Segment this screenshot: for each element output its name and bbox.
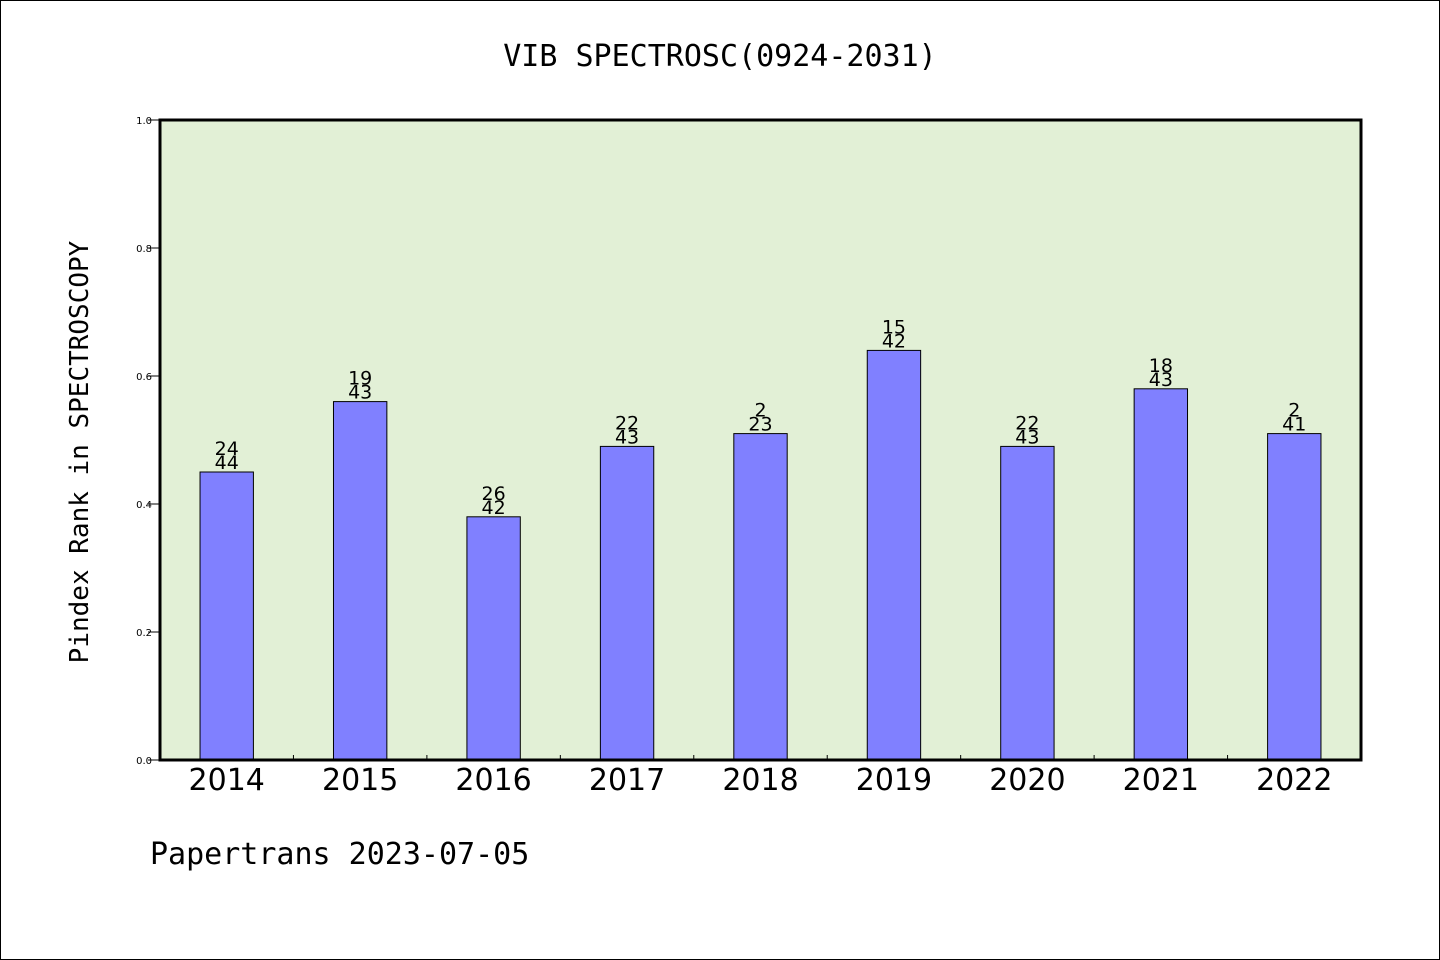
x-tick-label-2022: 2022 [1256, 763, 1332, 798]
bar-label-top-2016: 26 [482, 483, 506, 505]
bar-label-top-2019: 15 [882, 316, 906, 338]
bar-2021 [1133, 388, 1189, 761]
y-tick-label-1.0: 1.0 [136, 116, 152, 127]
y-tick-label-0.2: 0.2 [136, 628, 152, 639]
bar-2019 [866, 349, 922, 761]
bar-label-bottom-2017: 43 [615, 426, 639, 448]
x-tick-label-2014: 2014 [189, 763, 265, 798]
footer-date: Papertrans 2023-07-05 [150, 837, 529, 872]
bar-label-top-2020: 22 [1015, 412, 1039, 434]
chart-title: VIB SPECTROSC(0924-2031) [503, 39, 936, 74]
bar-label-bottom-2022: 41 [1282, 414, 1306, 436]
bars-group [199, 349, 1322, 761]
x-tick-label-2018: 2018 [722, 763, 798, 798]
bar-label-bottom-2019: 42 [882, 330, 906, 352]
bar-2015 [332, 401, 388, 761]
bar-label-bottom-2021: 43 [1149, 369, 1173, 391]
bar-2016 [466, 516, 521, 761]
x-tick-label-2021: 2021 [1123, 763, 1199, 798]
bar-label-bottom-2015: 43 [348, 382, 372, 404]
plot-border [158, 118, 1363, 762]
bar-2017 [599, 445, 655, 761]
bar-label-top-2017: 22 [615, 412, 639, 434]
x-tick-label-2016: 2016 [455, 763, 531, 798]
bar-label-bottom-2020: 43 [1015, 426, 1039, 448]
bar-2022 [1267, 433, 1322, 761]
bar-label-top-2018: 2 [754, 400, 766, 422]
bar-label-bottom-2018: 23 [748, 414, 772, 436]
x-tick-label-2020: 2020 [989, 763, 1065, 798]
y-axis-ticks: 0.0 0.2 0.4 0.6 0.8 1.0 [136, 116, 160, 767]
y-tick-label-0.4: 0.4 [136, 500, 152, 511]
y-axis-label: Pindex Rank in SPECTROSCOPY [65, 240, 95, 663]
bar-label-top-2014: 24 [215, 438, 239, 460]
bar-2014 [199, 471, 254, 761]
bar-2020 [1000, 445, 1055, 761]
bar-label-bottom-2016: 42 [482, 497, 506, 519]
bar-label-top-2022: 2 [1288, 400, 1300, 422]
bar-label-bottom-2014: 44 [215, 452, 239, 474]
y-tick-label-0.8: 0.8 [136, 244, 152, 255]
x-tick-label-2015: 2015 [322, 763, 398, 798]
x-axis-ticks: 2014 2015 2016 2017 2018 2019 2020 2021 2022 [189, 755, 1332, 798]
bar-label-top-2021: 18 [1149, 355, 1173, 377]
x-tick-label-2017: 2017 [589, 763, 665, 798]
y-tick-label-0.6: 0.6 [136, 372, 152, 383]
y-tick-label-0.0: 0.0 [136, 756, 152, 767]
x-tick-label-2019: 2019 [856, 763, 932, 798]
bar-label-top-2015: 19 [348, 368, 372, 390]
bar-2018 [733, 433, 788, 761]
